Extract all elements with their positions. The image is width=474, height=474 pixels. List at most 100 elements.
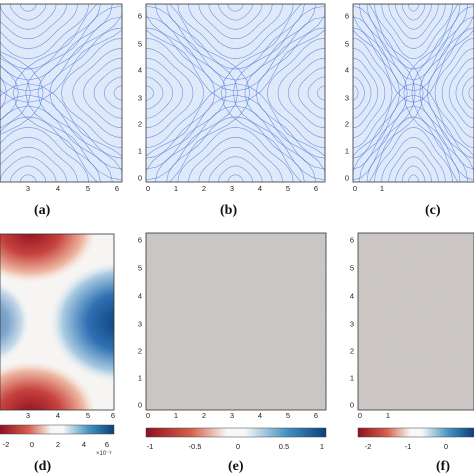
x-tick-label: 6 — [314, 184, 318, 193]
streamline — [374, 126, 453, 182]
streamline — [0, 4, 90, 60]
x-tick-label: 0 — [146, 184, 150, 193]
streamline — [359, 105, 468, 182]
streamline — [427, 27, 474, 159]
streamline — [353, 85, 359, 101]
y-tick-label: 6 — [345, 12, 349, 21]
streamline — [0, 146, 67, 182]
streamline — [307, 76, 325, 110]
panel-d-red-lobe-bottom — [0, 360, 98, 410]
x-tick-label: 4 — [56, 184, 60, 193]
colorbar-tick-label: 4 — [82, 440, 86, 449]
panel-a-streamlines — [0, 4, 122, 182]
x-tick-label: 3 — [26, 184, 30, 193]
y-tick-label: 3 — [138, 320, 142, 329]
streamline — [403, 4, 459, 182]
streamline — [411, 5, 474, 181]
x-tick-label: 4 — [258, 411, 262, 420]
y-tick-label: 1 — [345, 147, 349, 156]
y-tick-label: 1 — [138, 374, 142, 383]
streamline — [0, 29, 122, 103]
streamline — [12, 4, 99, 182]
streamline — [401, 4, 426, 21]
panel-d-label: (d) — [34, 459, 51, 474]
streamline — [408, 4, 419, 12]
x-tick-label: 1 — [174, 184, 178, 193]
colorbar-tick-label: 6 — [105, 440, 109, 449]
streamline — [146, 57, 184, 129]
streamline — [366, 116, 461, 182]
colorbar-tick-label: 0 — [30, 440, 34, 449]
streamline — [353, 57, 379, 129]
panel-f-label: (f) — [436, 459, 450, 474]
panel-c-speckle — [353, 4, 474, 182]
streamline — [0, 156, 57, 182]
panel-a — [0, 3, 123, 183]
streamline — [177, 126, 294, 182]
streamline — [244, 16, 325, 170]
x-tick-label: 1 — [174, 411, 178, 420]
streamline — [353, 48, 386, 138]
colorbar-tick-label: -1 — [405, 442, 412, 451]
colorbar-e — [145, 427, 327, 438]
x-tick-label: 2 — [202, 184, 206, 193]
streamline — [359, 4, 468, 81]
y-tick-label: 5 — [345, 40, 349, 49]
streamline — [168, 4, 251, 182]
x-tick-label: 0 — [353, 184, 357, 193]
streamline — [227, 4, 244, 12]
streamline — [0, 83, 122, 157]
streamline — [0, 94, 122, 173]
y-tick-label: 3 — [350, 320, 354, 329]
streamline — [218, 165, 253, 182]
panel-a-frame — [0, 3, 123, 183]
colorbar-tick-label: -2 — [3, 440, 10, 449]
streamline — [266, 37, 325, 149]
streamline — [146, 16, 227, 170]
streamline — [455, 67, 474, 119]
x-tick-label: 4 — [258, 184, 262, 193]
y-tick-label: 0 — [345, 174, 349, 183]
y-tick-label: 5 — [138, 40, 142, 49]
y-tick-label: 2 — [350, 347, 354, 356]
colorbar-tick-label: 0 — [236, 442, 240, 451]
streamline — [0, 4, 101, 70]
streamline — [188, 137, 283, 182]
colorbar-tick-label: -0.5 — [189, 442, 202, 451]
y-tick-label: 4 — [345, 66, 349, 75]
panel-f-noise — [358, 233, 474, 410]
streamline — [353, 94, 474, 174]
streamline — [0, 137, 78, 182]
colorbar-d — [0, 424, 115, 435]
x-tick-label: 5 — [86, 184, 90, 193]
streamline — [462, 76, 474, 110]
panel-b-streamlines — [146, 4, 325, 182]
panel-d-blue-lobe — [48, 260, 114, 384]
streamline — [146, 27, 216, 159]
x-tick-label: 3 — [26, 411, 30, 420]
panel-f-frame — [357, 232, 474, 411]
streamline — [146, 94, 325, 173]
streamline — [0, 105, 113, 182]
y-tick-label: 4 — [350, 292, 354, 301]
streamline — [19, 174, 37, 182]
panel-b-speckle — [146, 4, 325, 182]
streamline — [232, 5, 325, 181]
streamline — [208, 156, 263, 182]
x-tick-label: 2 — [202, 411, 206, 420]
y-tick-label: 0 — [350, 401, 354, 410]
streamline — [353, 16, 408, 170]
panel-d-frame — [0, 233, 115, 411]
y-tick-label: 3 — [345, 94, 349, 103]
streamline — [146, 83, 325, 157]
x-tick-label: 6 — [111, 411, 115, 420]
y-tick-label: 2 — [138, 347, 142, 356]
panel-b-label: (b) — [220, 203, 237, 218]
streamline — [155, 4, 316, 81]
panel-f — [357, 232, 474, 411]
streamline — [353, 37, 393, 149]
streamline — [19, 4, 37, 12]
streamline — [395, 156, 432, 182]
streamline — [103, 76, 122, 110]
